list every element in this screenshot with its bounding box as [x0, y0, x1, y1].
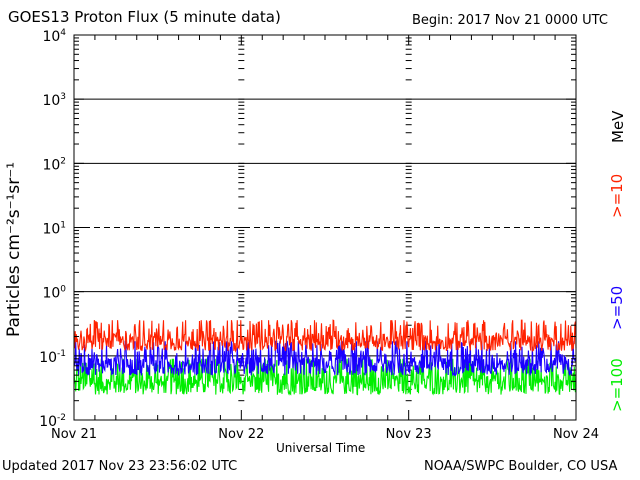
- data-series: [73, 319, 577, 396]
- x-tick-label: Nov 22: [218, 427, 264, 442]
- updated-timestamp: Updated 2017 Nov 23 23:56:02 UTC: [2, 459, 238, 474]
- x-axis-title: Universal Time: [276, 441, 366, 455]
- x-tick-label: Nov 23: [386, 427, 432, 442]
- chart-title: GOES13 Proton Flux (5 minute data): [8, 8, 281, 26]
- y-tick-label: 100: [42, 285, 66, 302]
- y-tick-label: 101: [42, 221, 66, 238]
- series-line-ge10: [73, 319, 577, 353]
- x-tick-label: Nov 21: [51, 427, 97, 442]
- y-tick-label: 102: [42, 156, 66, 173]
- begin-time: Begin: 2017 Nov 21 0000 UTC: [412, 13, 608, 28]
- series-label-ge100: >=100: [608, 358, 626, 412]
- series-label-ge10: >=10: [608, 173, 626, 218]
- series-label-ge50: >=50: [608, 285, 626, 330]
- series-line-ge100: [73, 356, 577, 396]
- y-tick-label: 10-1: [39, 349, 66, 366]
- x-tick-label: Nov 24: [553, 427, 599, 442]
- energy-unit-label: MeV: [609, 110, 627, 143]
- y-tick-label: 103: [42, 92, 66, 109]
- y-tick-label: 10-2: [39, 413, 66, 430]
- y-axis-ticks: 10-2 10-1 100 101 102 103 104: [39, 28, 576, 430]
- credit-text: NOAA/SWPC Boulder, CO USA: [424, 459, 618, 474]
- y-axis-title: Particles cm⁻²s⁻¹sr⁻¹: [4, 161, 24, 337]
- x-axis-ticks: Nov 21 Nov 22 Nov 23 Nov 24: [51, 35, 599, 442]
- y-tick-label: 104: [42, 28, 66, 45]
